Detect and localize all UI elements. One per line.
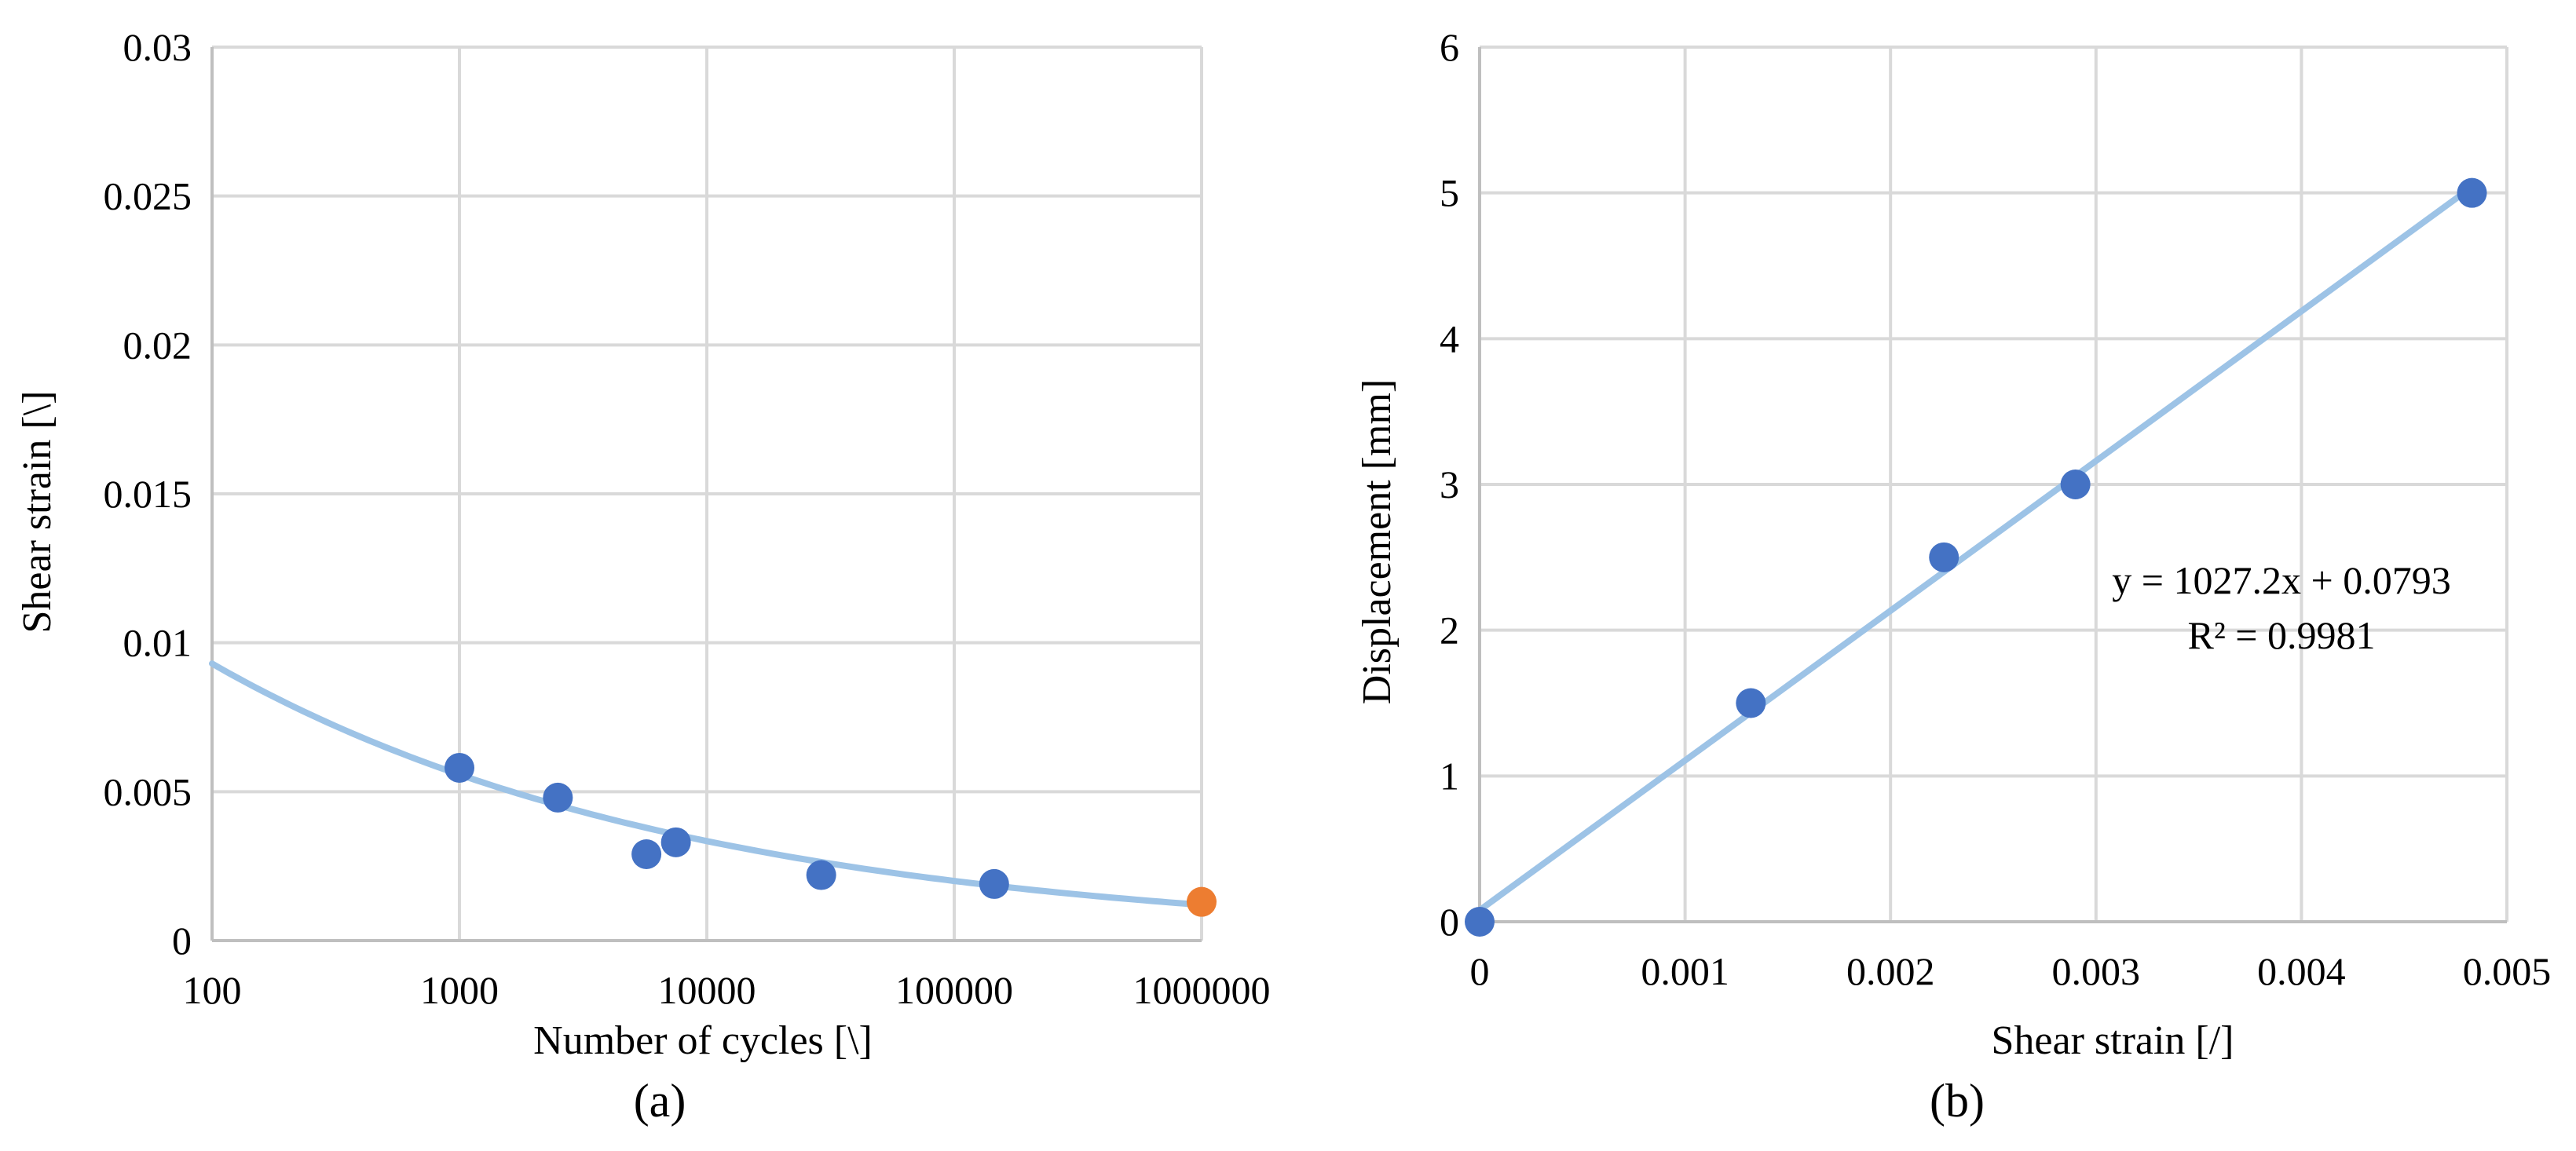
x-tick-label: 0.002 bbox=[1846, 949, 1935, 993]
data-point-measured bbox=[806, 860, 836, 890]
data-point-measured bbox=[1929, 542, 1959, 572]
x-tick-label: 0.003 bbox=[2052, 949, 2141, 993]
chart-b-y-axis-title: Displacement [mm] bbox=[1355, 379, 1400, 704]
chart-a: 0 0.005 0.01 0.015 0.02 0.025 0.03 100 1000 1000… bbox=[15, 25, 1271, 1127]
data-point-measured bbox=[979, 868, 1009, 899]
data-point-measured bbox=[445, 752, 474, 783]
chart-a-axes bbox=[210, 47, 1202, 942]
x-tick-label: 0 bbox=[1470, 949, 1490, 993]
x-tick-label: 0.004 bbox=[2257, 949, 2346, 993]
chart-b-y-tick-labels: 0 1 2 3 4 5 6 bbox=[1440, 25, 1459, 944]
y-tick-label: 4 bbox=[1440, 316, 1459, 360]
chart-a-caption: (a) bbox=[634, 1075, 686, 1127]
chart-b-grid bbox=[1480, 46, 2508, 922]
y-tick-label: 2 bbox=[1440, 608, 1459, 652]
y-tick-label: 0.01 bbox=[123, 621, 192, 665]
x-tick-label: 1000000 bbox=[1133, 968, 1271, 1012]
data-point-measured bbox=[2457, 177, 2487, 208]
y-tick-label: 0.025 bbox=[104, 174, 192, 218]
chart-b-points bbox=[1465, 177, 2487, 937]
y-tick-label: 0.015 bbox=[104, 472, 192, 516]
data-point-measured bbox=[660, 827, 691, 857]
x-tick-label: 100000 bbox=[895, 968, 1013, 1012]
data-point-measured bbox=[1465, 907, 1495, 937]
y-tick-label: 0 bbox=[1440, 900, 1459, 944]
y-tick-label: 3 bbox=[1440, 462, 1459, 506]
y-tick-label: 0.005 bbox=[104, 769, 192, 813]
trendline-path bbox=[209, 660, 1205, 908]
data-point-measured bbox=[543, 782, 573, 813]
x-tick-label: 1000 bbox=[420, 968, 499, 1012]
x-tick-label: 0.001 bbox=[1641, 949, 1729, 993]
x-tick-label: 10000 bbox=[658, 968, 756, 1012]
chart-b-trendline bbox=[1476, 184, 2475, 914]
data-point-measured bbox=[2060, 470, 2091, 499]
data-point-measured bbox=[1736, 688, 1766, 718]
chart-a-y-tick-labels: 0 0.005 0.01 0.015 0.02 0.025 0.03 bbox=[104, 25, 192, 963]
x-tick-label: 100 bbox=[183, 968, 242, 1012]
y-tick-label: 5 bbox=[1440, 171, 1459, 215]
chart-b-caption: (b) bbox=[1930, 1075, 1985, 1127]
chart-b-axes bbox=[1478, 47, 2507, 923]
data-point-extrapolated bbox=[1187, 886, 1217, 917]
chart-a-y-axis-title: Shear strain [\] bbox=[15, 390, 60, 633]
chart-a-trendline bbox=[209, 660, 1205, 908]
chart-b-r-squared: R² = 0.9981 bbox=[2187, 613, 2375, 657]
trendline-path bbox=[1476, 184, 2475, 914]
chart-a-x-axis-title: Number of cycles [\] bbox=[533, 1018, 873, 1063]
chart-b-trendline-equation: y = 1027.2x + 0.0793 bbox=[2112, 558, 2450, 602]
x-tick-label: 0.005 bbox=[2463, 949, 2552, 993]
chart-b-x-axis-title: Shear strain [/] bbox=[1991, 1018, 2234, 1063]
chart-a-x-tick-labels: 100 1000 10000 100000 1000000 bbox=[183, 968, 1271, 1012]
chart-b-x-tick-labels: 0 0.001 0.002 0.003 0.004 0.005 bbox=[1470, 949, 2552, 993]
chart-b: 0 1 2 3 4 5 6 0 0.001 0.002 0.003 0.004 0.005 y = 1… bbox=[1355, 25, 2551, 1127]
y-tick-label: 6 bbox=[1440, 25, 1459, 69]
data-point-measured bbox=[631, 839, 662, 869]
y-tick-label: 0 bbox=[172, 919, 192, 963]
y-tick-label: 0.02 bbox=[123, 323, 192, 367]
y-tick-label: 1 bbox=[1440, 754, 1459, 798]
chart-a-points bbox=[445, 752, 1217, 917]
y-tick-label: 0.03 bbox=[123, 25, 192, 69]
chart-a-grid bbox=[212, 46, 1203, 941]
